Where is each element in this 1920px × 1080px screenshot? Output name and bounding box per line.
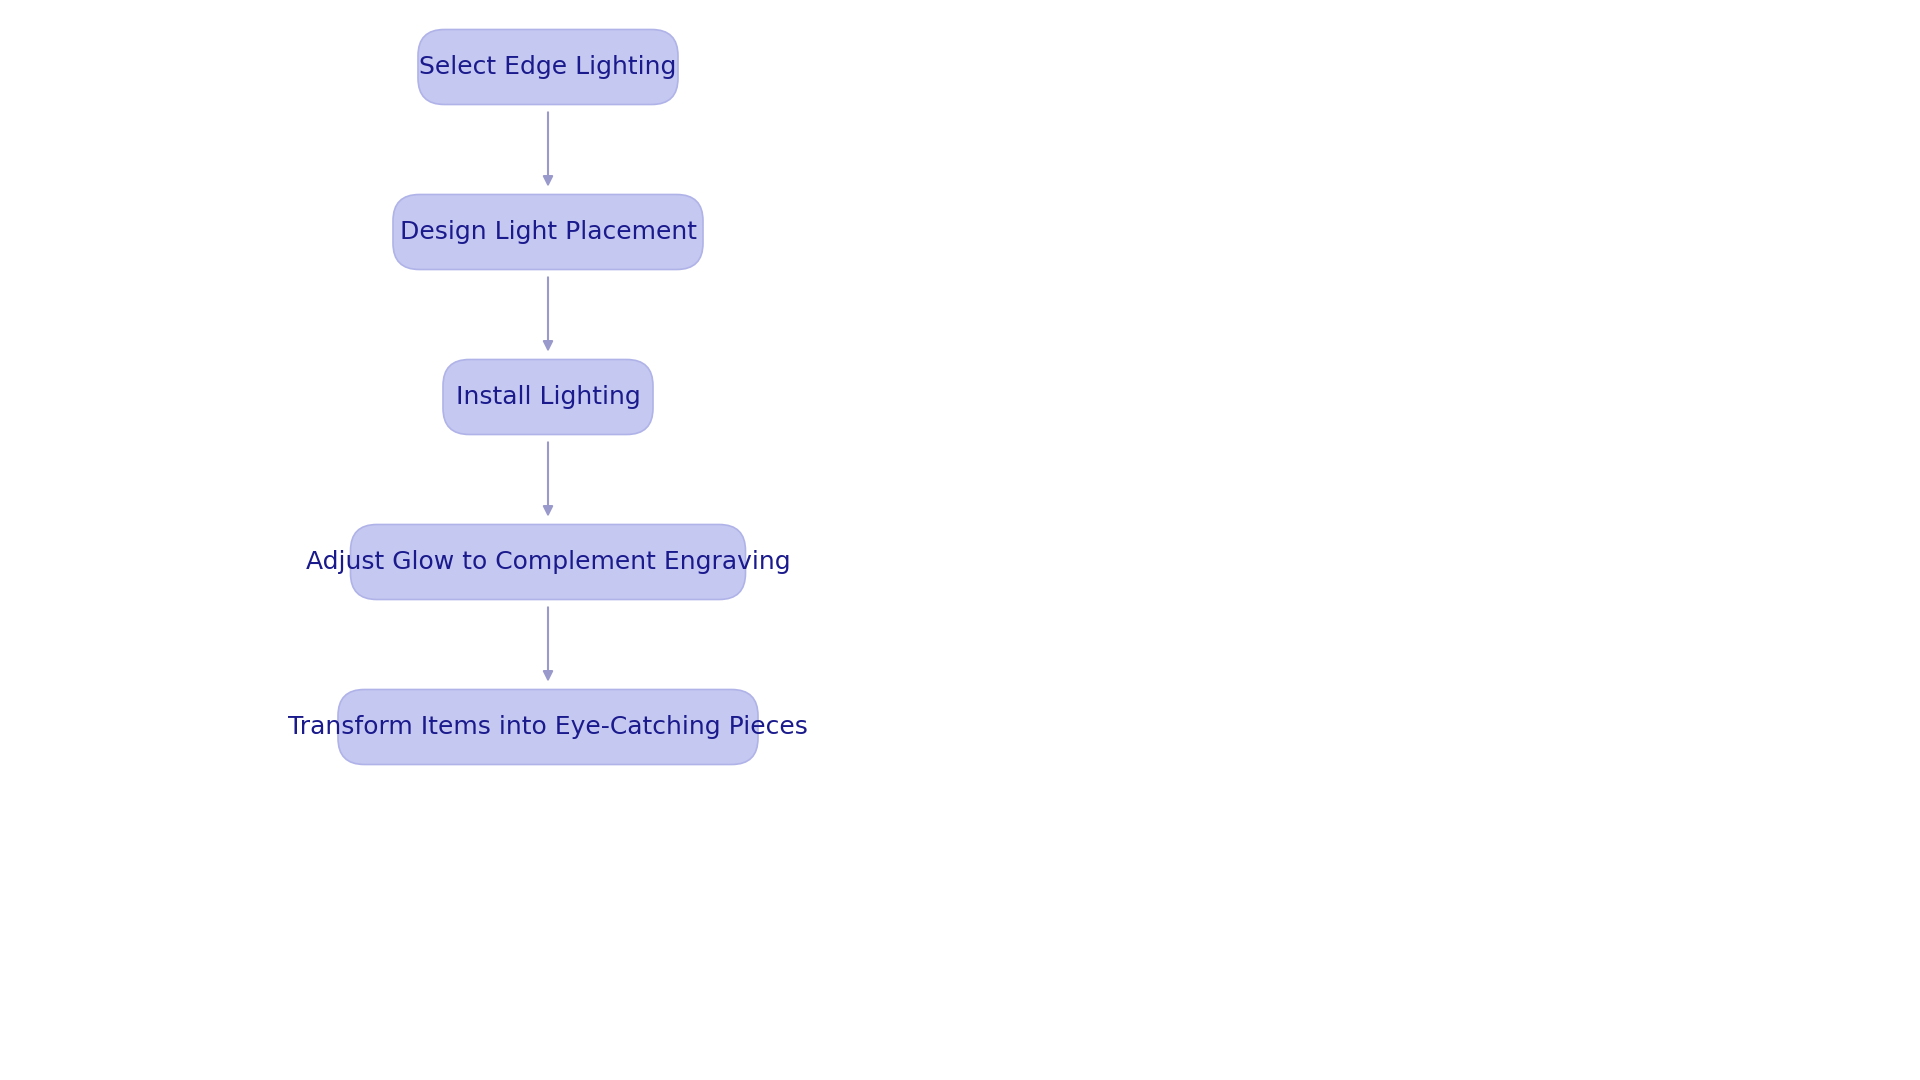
Text: Design Light Placement: Design Light Placement: [399, 220, 697, 244]
FancyBboxPatch shape: [444, 360, 653, 434]
FancyBboxPatch shape: [394, 194, 703, 270]
Text: Transform Items into Eye-Catching Pieces: Transform Items into Eye-Catching Pieces: [288, 715, 808, 739]
Text: Select Edge Lighting: Select Edge Lighting: [419, 55, 676, 79]
Text: Install Lighting: Install Lighting: [455, 384, 641, 409]
Text: Adjust Glow to Complement Engraving: Adjust Glow to Complement Engraving: [305, 550, 791, 573]
FancyBboxPatch shape: [419, 29, 678, 105]
FancyBboxPatch shape: [338, 689, 758, 765]
FancyBboxPatch shape: [351, 525, 745, 599]
